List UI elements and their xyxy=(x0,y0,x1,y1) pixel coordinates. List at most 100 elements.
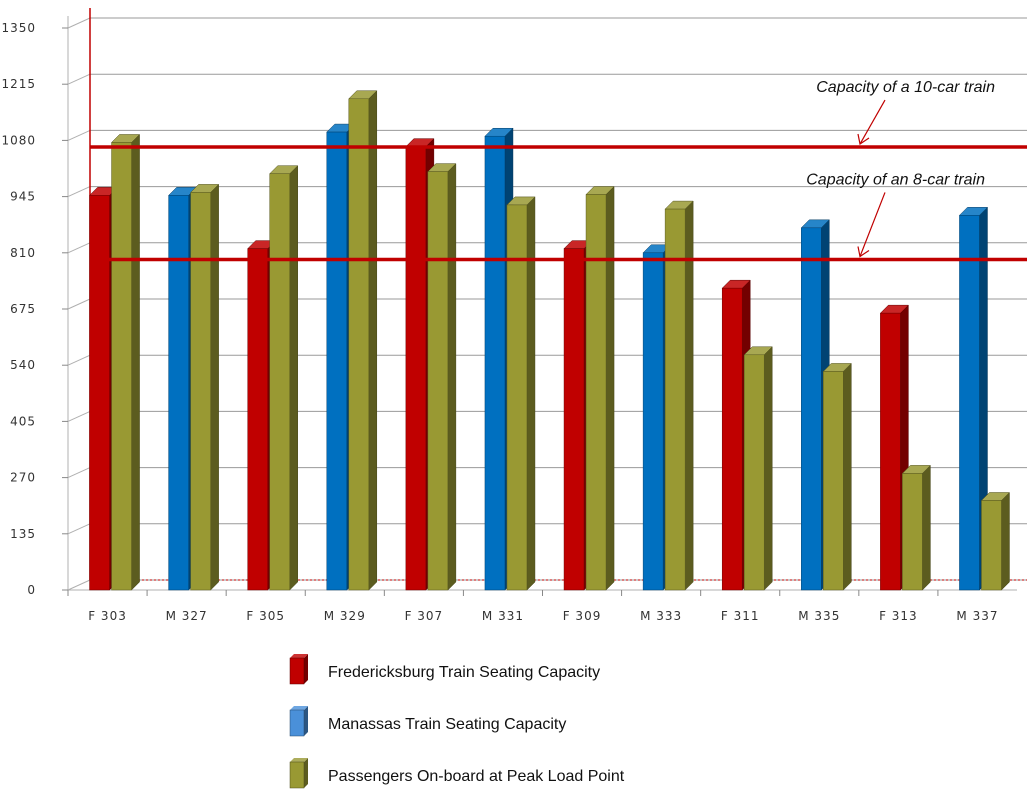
bar-front xyxy=(743,354,765,591)
x-tick-label: M 335 xyxy=(798,609,840,623)
legend-swatch xyxy=(289,709,305,737)
bar-side xyxy=(526,196,536,591)
bar-front xyxy=(168,195,189,591)
bar xyxy=(901,464,931,591)
legend-swatch xyxy=(289,761,305,789)
legend-swatch-side xyxy=(304,706,308,736)
y-tick-label: 540 xyxy=(10,358,36,372)
gridline-floor xyxy=(67,523,91,535)
bar-front xyxy=(111,142,132,591)
bar-side xyxy=(131,133,140,591)
bar xyxy=(269,165,299,591)
gridline-floor xyxy=(67,467,91,479)
y-tick-label: 945 xyxy=(10,190,36,204)
gridline-floor xyxy=(67,73,91,85)
bar-front xyxy=(823,371,844,591)
legend-item: Passengers On-board at Peak Load Point xyxy=(289,758,625,789)
bar-side xyxy=(210,183,219,591)
bar-side xyxy=(289,165,298,591)
x-tick-label: M 331 xyxy=(482,609,524,623)
y-tick-label: 1350 xyxy=(1,21,36,35)
gridline-floor xyxy=(67,579,91,591)
legend-label: Passengers On-board at Peak Load Point xyxy=(328,768,625,785)
legend-swatch-side xyxy=(304,654,308,684)
bar xyxy=(427,163,457,591)
reference-line-label: Capacity of an 8-car train xyxy=(806,171,985,188)
gridline-floor xyxy=(67,354,91,366)
bar-side xyxy=(1001,491,1010,591)
gridline-floor xyxy=(67,186,91,198)
gridline-floor xyxy=(67,17,91,29)
bar-side xyxy=(605,185,615,591)
y-tick-label: 675 xyxy=(10,302,36,316)
grid-lines xyxy=(67,17,1027,591)
bars xyxy=(88,90,1011,591)
bar-front xyxy=(484,135,506,591)
y-tick-label: 1215 xyxy=(1,77,36,91)
gridline-floor xyxy=(67,298,91,310)
x-tick-label: F 309 xyxy=(563,609,602,623)
bar-side xyxy=(922,464,931,591)
x-tick-label: F 303 xyxy=(88,609,127,623)
x-tick-label: F 313 xyxy=(879,609,918,623)
bar-front xyxy=(190,192,211,591)
legend-label: Fredericksburg Train Seating Capacity xyxy=(328,664,600,681)
bar-front xyxy=(959,215,980,591)
y-tick-label: 0 xyxy=(27,583,36,597)
y-tick-label: 810 xyxy=(10,246,36,260)
gridline-floor xyxy=(67,129,91,141)
bar-front xyxy=(348,98,370,591)
bar-front xyxy=(89,195,110,591)
bar-front xyxy=(585,194,607,591)
bar xyxy=(980,491,1011,591)
bar xyxy=(585,185,615,591)
bar xyxy=(822,362,852,591)
bar xyxy=(958,206,989,591)
reference-line-label: Capacity of a 10-car train xyxy=(816,79,995,96)
bar-front xyxy=(563,248,585,591)
x-tick-label: M 329 xyxy=(324,609,366,623)
bar-front xyxy=(981,500,1002,591)
legend-swatch-side xyxy=(304,758,308,788)
bar-side xyxy=(843,362,852,591)
y-tick-label: 405 xyxy=(10,414,36,428)
bar xyxy=(110,133,141,591)
y-tick-label: 270 xyxy=(10,471,36,485)
annotation-arrowhead xyxy=(857,133,870,146)
x-tick-label: M 333 xyxy=(640,609,682,623)
legend-item: Manassas Train Seating Capacity xyxy=(289,706,566,737)
annotation-arrow xyxy=(859,99,886,145)
legend-item: Fredericksburg Train Seating Capacity xyxy=(289,654,600,685)
bar xyxy=(348,90,378,591)
bar-front xyxy=(427,171,449,591)
x-axis-labels: F 303 M 327 F 305 M 329 F 307 M 331 F 309 M 333… xyxy=(67,590,998,623)
bar-front xyxy=(405,146,427,591)
reference-lines: Capacity of a 10-car train Capacity of an… xyxy=(90,79,1027,262)
x-tick-label: F 311 xyxy=(721,609,760,623)
legend: Fredericksburg Train Seating Capacity Man… xyxy=(289,654,625,789)
legend-swatch-top xyxy=(290,758,308,762)
legend-swatch xyxy=(289,657,305,685)
bar-front xyxy=(880,312,901,591)
x-tick-label: M 337 xyxy=(956,609,998,623)
bar xyxy=(506,196,536,591)
annotation-arrowhead xyxy=(857,246,870,258)
legend-swatch-top xyxy=(290,654,308,658)
y-axis-ticks: 0 135 270 405 540 675 810 945 1080 1215 1350 xyxy=(1,21,68,597)
legend-swatch-top xyxy=(290,706,308,710)
bar-front xyxy=(664,208,686,591)
bar xyxy=(743,346,773,591)
bar-front xyxy=(247,248,268,591)
gridline-floor xyxy=(67,242,91,254)
x-tick-label: F 307 xyxy=(405,609,444,623)
bar-side xyxy=(447,163,457,591)
bar-front xyxy=(326,131,348,591)
y-tick-label: 135 xyxy=(10,527,36,541)
bar-front xyxy=(506,204,528,591)
x-tick-label: F 305 xyxy=(246,609,285,623)
y-tick-label: 1080 xyxy=(1,133,36,147)
bar-front xyxy=(902,473,923,591)
annotation-arrow xyxy=(859,192,886,257)
bar-side xyxy=(368,90,378,591)
